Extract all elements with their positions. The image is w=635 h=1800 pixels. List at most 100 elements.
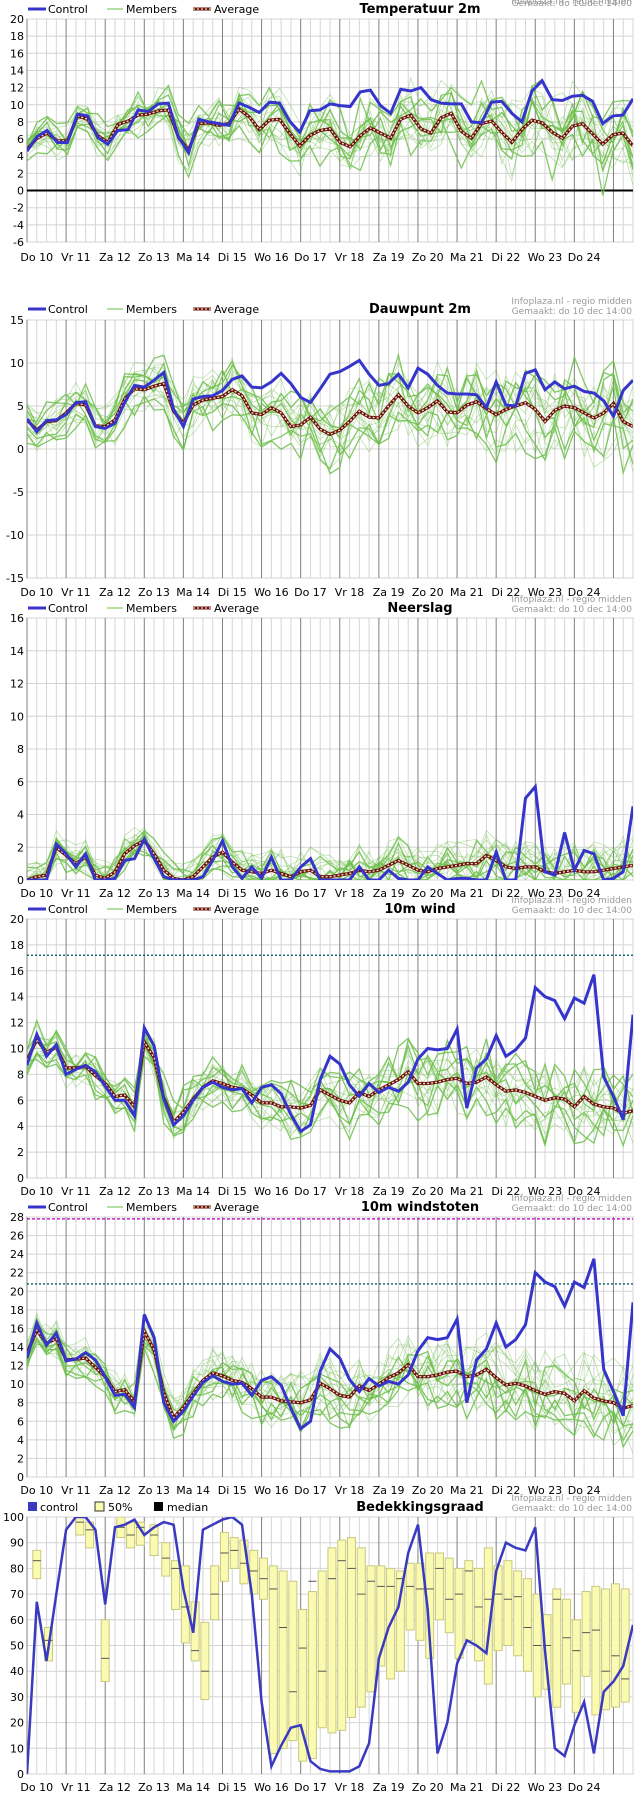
x-tick-label: Vr 18 [335,1781,365,1794]
control-line [27,78,633,157]
chart-title: 10m windstoten [361,1200,479,1215]
x-tick-label: Vr 11 [61,887,91,900]
percentile-box [307,1591,317,1760]
x-tick-label: Do 10 [20,251,53,264]
made-label: Gemaakt: do 10 dec 14:00 [512,307,633,317]
member-line [27,1319,633,1428]
x-tick-label: Do 10 [20,1781,53,1794]
percentile-box [552,1588,562,1708]
x-axis: Do 10 Vr 11 Za 12 Zo 13 Ma 14 Di 15 Wo 16 Do 17… [20,1185,600,1198]
chart-title: Neerslag [387,601,452,616]
member-line [27,364,633,426]
control-line [27,1258,633,1432]
source-label: Infoplaza.nl - regio midden [511,595,632,605]
percentile-box [161,1542,171,1577]
legend-label-median: median [167,1501,208,1514]
x-tick-label: Di 22 [491,1185,520,1198]
percentile-box [464,1560,474,1641]
percentile-box [298,1609,308,1762]
x-tick-label: Ma 14 [176,1484,210,1497]
y-tick-label: 0 [17,185,24,198]
member-line [27,1317,633,1415]
y-tick-label: 10 [10,1043,24,1056]
legend-label-control: Control [48,3,88,16]
x-tick-label: Wo 23 [528,251,562,264]
chart-precip: 0 2 4 6 8 10 12 14 16 Do 10 Vr 11 Za 12 Zo 13 Ma 14 Di… [10,595,634,900]
y-tick-label: 14 [10,1341,24,1354]
x-tick-label: Wo 16 [254,251,288,264]
legend-label-members: Members [126,903,177,916]
y-tick-label: 10 [10,1742,24,1755]
y-tick-label: 20 [10,13,24,26]
y-tick-label: 26 [10,1230,24,1243]
legend-label-average: Average [214,3,259,16]
percentile-box [571,1619,581,1713]
percentile-box [327,1547,337,1734]
y-tick-label: 14 [10,991,24,1004]
y-tick-label: -6 [13,236,24,249]
percentile-box [100,1619,110,1682]
x-tick-label: Zo 20 [412,1185,444,1198]
legend: control 50% median Bedekkingsgraad [28,1500,484,1515]
y-tick-label: 12 [10,1017,24,1030]
member-line [27,389,633,459]
x-tick-label: Do 24 [568,586,601,599]
x-tick-label: Za 19 [373,1185,405,1198]
member-line [27,103,633,178]
x-tick-label: Vr 18 [335,1484,365,1497]
legend-label-50: 50% [108,1501,132,1514]
y-tick-label: 100 [3,1511,24,1524]
x-tick-label: Ma 21 [450,1185,484,1198]
chart-title: Dauwpunt 2m [369,302,471,317]
y-tick-label: 18 [10,1304,24,1317]
member-line [27,368,633,441]
x-tick-label: Di 15 [218,1781,247,1794]
percentile-box [229,1537,239,1569]
x-tick-label: Za 19 [373,887,405,900]
x-tick-label: Vr 11 [61,1484,91,1497]
percentile-box [610,1583,620,1708]
percentile-box [513,1570,523,1657]
percentile-box [268,1565,278,1754]
legend: Control Members Average Neerslag [28,601,453,616]
x-tick-label: Zo 13 [138,586,170,599]
chart-title: Bedekkingsgraad [356,1500,483,1515]
legend-label-control: Control [48,303,88,316]
x-tick-label: Do 24 [568,1185,601,1198]
made-label: Gemaakt: do 10 dec 14:00 [512,1204,633,1214]
y-tick-label: 8 [17,116,24,129]
x-tick-label: Wo 23 [528,586,562,599]
y-tick-label: 10 [10,99,24,112]
x-tick-label: Wo 16 [254,1781,288,1794]
legend-label-control: Control [48,1201,88,1214]
y-tick-label: 4 [17,809,24,822]
member-line [27,829,633,880]
y-tick-label: 20 [10,913,24,926]
x-tick-label: Za 19 [373,251,405,264]
x-tick-label: Zo 20 [412,887,444,900]
percentile-box [542,1614,552,1690]
x-tick-label: Za 19 [373,1781,405,1794]
y-tick-label: 4 [17,1120,24,1133]
member-line [27,101,633,165]
x-tick-label: Vr 11 [61,1781,91,1794]
member-line [27,1314,633,1409]
plot-series [27,76,633,196]
source-label: Infoplaza.nl - regio midden [511,0,632,7]
y-tick-label: 0 [17,443,24,456]
member-line [27,84,633,153]
y-tick-label: 0 [17,874,24,887]
x-tick-label: Vr 11 [61,1185,91,1198]
y-tick-label: 80 [10,1562,24,1575]
x-tick-label: Zo 13 [138,887,170,900]
legend-label-control: Control [48,903,88,916]
y-tick-label: 2 [17,1146,24,1159]
x-tick-label: Vr 11 [61,251,91,264]
legend-label-control: Control [48,602,88,615]
average-line-dots [27,839,633,880]
member-line [27,1311,633,1412]
member-line [27,835,633,880]
x-tick-label: Di 15 [218,1484,247,1497]
member-line [27,829,633,877]
x-tick-label: Vr 18 [335,887,365,900]
